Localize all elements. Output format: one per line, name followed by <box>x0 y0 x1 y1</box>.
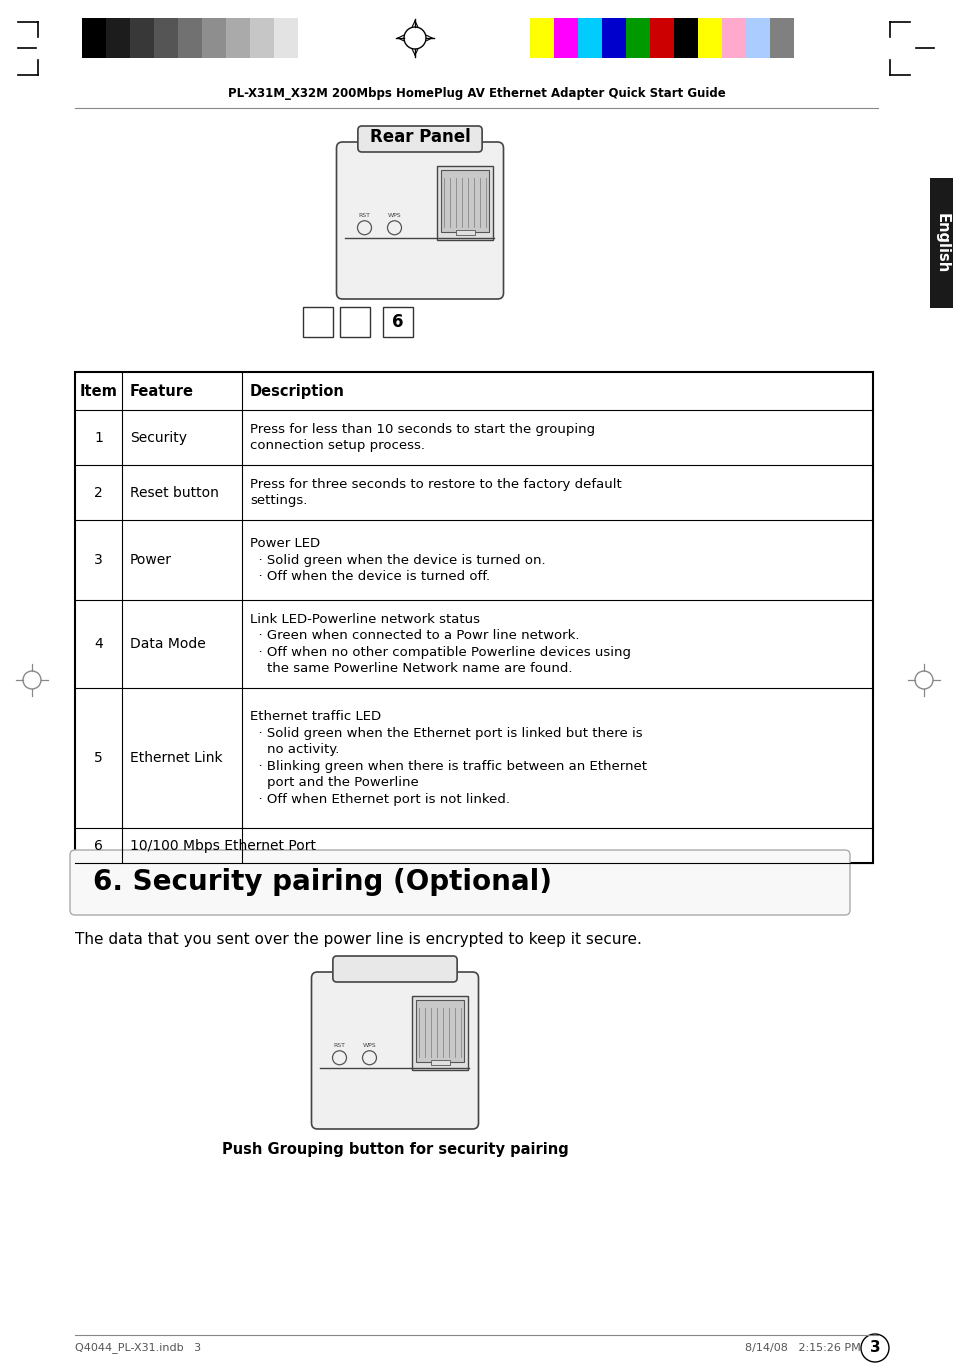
Bar <box>578 18 601 58</box>
Bar <box>530 18 554 58</box>
Bar <box>412 996 468 1070</box>
Bar <box>745 18 769 58</box>
Text: 10/100 Mbps Ethernet Port: 10/100 Mbps Ethernet Port <box>130 838 315 852</box>
Text: 1: 1 <box>94 430 103 444</box>
Bar <box>339 307 370 337</box>
Bar <box>382 307 413 337</box>
Text: WPS: WPS <box>362 1043 375 1048</box>
Bar <box>601 18 625 58</box>
Text: Q4044_PL-X31.indb   3: Q4044_PL-X31.indb 3 <box>75 1343 201 1354</box>
Text: The data that you sent over the power line is encrypted to keep it secure.: The data that you sent over the power li… <box>75 932 641 947</box>
Text: · Off when Ethernet port is not linked.: · Off when Ethernet port is not linked. <box>250 793 510 806</box>
Text: 6: 6 <box>392 312 403 332</box>
FancyBboxPatch shape <box>312 971 478 1129</box>
Bar <box>431 1060 450 1064</box>
Bar <box>106 18 130 58</box>
Text: 4: 4 <box>94 637 103 651</box>
Text: Link LED-Powerline network status: Link LED-Powerline network status <box>250 612 479 626</box>
Text: 6: 6 <box>94 838 103 852</box>
Bar <box>416 1000 464 1062</box>
Bar <box>178 18 202 58</box>
Text: Power: Power <box>130 553 172 567</box>
Text: 2: 2 <box>94 485 103 500</box>
Text: Push Grouping button for security pairing: Push Grouping button for security pairin… <box>221 1143 568 1158</box>
Bar <box>698 18 721 58</box>
Text: 3: 3 <box>94 553 103 567</box>
FancyBboxPatch shape <box>336 142 503 299</box>
Bar <box>297 18 322 58</box>
Bar <box>437 166 493 240</box>
Text: Ethernet Link: Ethernet Link <box>130 751 222 764</box>
Text: WPS: WPS <box>387 212 401 218</box>
Bar <box>769 18 793 58</box>
Text: Security: Security <box>130 430 187 444</box>
FancyBboxPatch shape <box>333 956 456 982</box>
Text: connection setup process.: connection setup process. <box>250 440 424 452</box>
Bar <box>673 18 698 58</box>
Circle shape <box>861 1334 888 1362</box>
Bar <box>649 18 673 58</box>
Text: Reset button: Reset button <box>130 485 218 500</box>
Text: Data Mode: Data Mode <box>130 637 206 651</box>
Text: · Blinking green when there is traffic between an Ethernet: · Blinking green when there is traffic b… <box>250 760 646 773</box>
Text: 5: 5 <box>94 751 103 764</box>
Text: Press for less than 10 seconds to start the grouping: Press for less than 10 seconds to start … <box>250 423 595 436</box>
Bar <box>226 18 250 58</box>
Text: · Green when connected to a Powr line network.: · Green when connected to a Powr line ne… <box>250 629 578 643</box>
Bar <box>625 18 649 58</box>
Text: English: English <box>934 212 948 273</box>
Text: settings.: settings. <box>250 495 307 507</box>
Text: Item: Item <box>79 384 117 399</box>
Text: 6. Security pairing (Optional): 6. Security pairing (Optional) <box>92 869 552 896</box>
Bar <box>250 18 274 58</box>
Bar <box>303 307 333 337</box>
Text: Feature: Feature <box>130 384 193 399</box>
Text: Press for three seconds to restore to the factory default: Press for three seconds to restore to th… <box>250 478 621 490</box>
Bar <box>82 18 106 58</box>
Bar <box>554 18 578 58</box>
Text: RST: RST <box>358 212 370 218</box>
Text: Power LED: Power LED <box>250 537 320 549</box>
Bar <box>130 18 153 58</box>
Bar <box>721 18 745 58</box>
Text: 8/14/08   2:15:26 PM: 8/14/08 2:15:26 PM <box>744 1343 861 1354</box>
Text: no activity.: no activity. <box>250 744 339 756</box>
FancyBboxPatch shape <box>357 126 481 152</box>
Text: port and the Powerline: port and the Powerline <box>250 777 418 789</box>
Text: · Solid green when the device is turned on.: · Solid green when the device is turned … <box>250 553 545 567</box>
Text: · Off when no other compatible Powerline devices using: · Off when no other compatible Powerline… <box>250 645 630 659</box>
Bar <box>153 18 178 58</box>
Text: RST: RST <box>334 1043 345 1048</box>
Bar <box>456 230 475 236</box>
Text: Description: Description <box>250 384 345 399</box>
FancyBboxPatch shape <box>70 849 849 915</box>
Text: · Off when the device is turned off.: · Off when the device is turned off. <box>250 570 490 584</box>
Bar <box>202 18 226 58</box>
Text: 3: 3 <box>869 1340 880 1355</box>
Text: · Solid green when the Ethernet port is linked but there is: · Solid green when the Ethernet port is … <box>250 726 642 740</box>
Text: Ethernet traffic LED: Ethernet traffic LED <box>250 710 381 723</box>
Text: the same Powerline Network name are found.: the same Powerline Network name are foun… <box>250 662 572 675</box>
Text: Rear Panel: Rear Panel <box>369 127 470 147</box>
Bar <box>75 373 872 863</box>
Bar <box>929 178 953 308</box>
Bar <box>441 170 489 232</box>
Text: PL-X31M_X32M 200Mbps HomePlug AV Ethernet Adapter Quick Start Guide: PL-X31M_X32M 200Mbps HomePlug AV Etherne… <box>228 88 725 100</box>
Bar <box>274 18 297 58</box>
